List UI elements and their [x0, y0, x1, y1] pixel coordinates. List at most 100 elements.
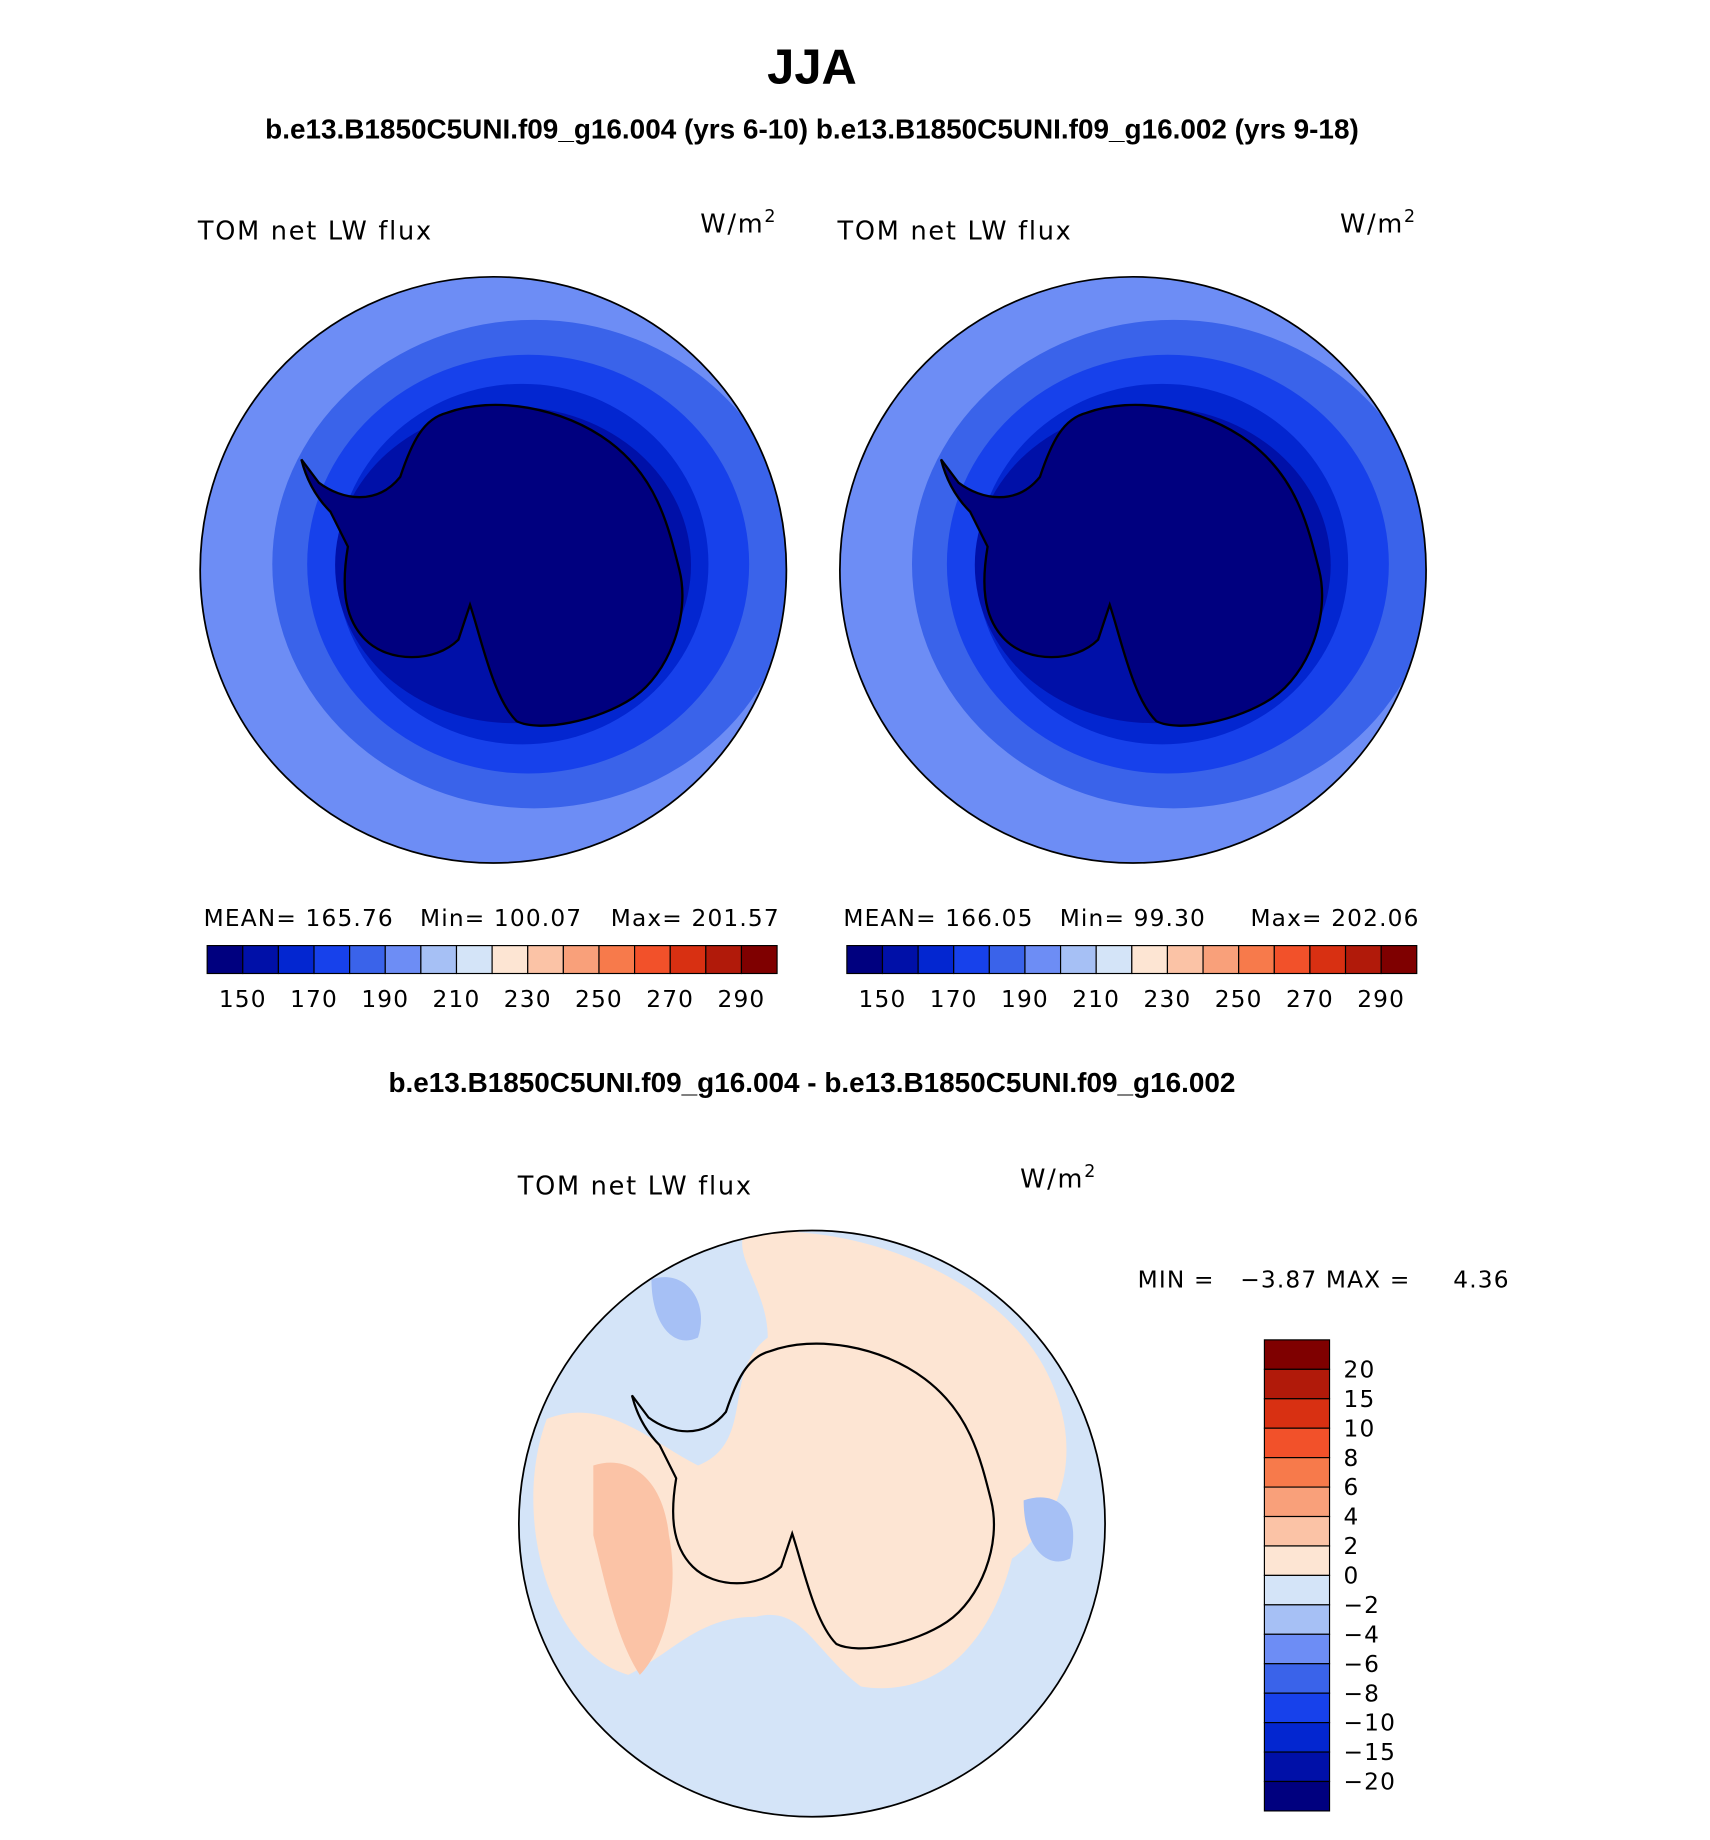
colorbar-label: 4	[1343, 1504, 1359, 1531]
stat: Min= 99.30	[1060, 905, 1206, 932]
colorbar-box	[953, 945, 990, 975]
colorbar-box	[1059, 945, 1097, 975]
units-text: W/m	[700, 210, 764, 240]
colorbar-label: 2	[1343, 1533, 1359, 1560]
colorbar-box	[1263, 1780, 1331, 1812]
colorbar-label: 15	[1343, 1386, 1375, 1413]
colorbar-box	[1380, 945, 1418, 975]
colorbar-label: 170	[930, 986, 978, 1013]
colorbar-box	[1263, 1545, 1331, 1576]
colorbar-label: −20	[1343, 1769, 1396, 1796]
colorbar-box	[598, 945, 636, 975]
colorbar-box	[1263, 1427, 1331, 1459]
colorbar-label: 290	[718, 986, 766, 1013]
units: W/m2	[1020, 1162, 1097, 1194]
colorbar-label: 8	[1343, 1445, 1359, 1472]
stat: MEAN= 166.05	[843, 905, 1033, 932]
colorbar-box	[669, 945, 707, 975]
colorbar-label: 250	[575, 986, 623, 1013]
colorbar-label: 150	[859, 986, 907, 1013]
colorbar-box	[846, 945, 884, 975]
map-border	[199, 275, 788, 864]
colorbar-label: 150	[219, 986, 267, 1013]
colorbar-label: 10	[1343, 1415, 1375, 1442]
units-exponent: 2	[764, 207, 777, 227]
colorbar-label: −2	[1343, 1592, 1380, 1619]
colorbar-label: 230	[504, 986, 552, 1013]
map-border	[839, 275, 1427, 864]
colorbar-box	[705, 945, 743, 975]
colorbar-label: −10	[1343, 1710, 1396, 1737]
stat: Min= 100.07	[420, 905, 582, 932]
colorbar-box	[242, 945, 279, 975]
colorbar-box	[206, 945, 244, 975]
colorbar-box	[917, 945, 955, 975]
colorbar-box	[1263, 1692, 1331, 1724]
colorbar-box	[384, 945, 422, 975]
colorbar-box	[1309, 945, 1347, 975]
stat: Max= 202.06	[1250, 905, 1419, 932]
colorbar-box	[988, 945, 1026, 975]
colorbar-box	[1263, 1722, 1331, 1753]
colorbar-box	[1263, 1604, 1331, 1635]
colorbar-label: −6	[1343, 1651, 1380, 1678]
colorbar-box	[1263, 1574, 1331, 1606]
units-exponent: 2	[1404, 207, 1417, 227]
colorbar-box	[277, 945, 315, 975]
colorbar-label: 20	[1343, 1356, 1375, 1383]
colorbar-box	[881, 945, 919, 975]
colorbar-box	[491, 945, 529, 975]
map	[191, 268, 796, 873]
colorbar-box	[1166, 945, 1204, 975]
colorbar-box	[1263, 1633, 1331, 1665]
colorbar-label: 210	[433, 986, 481, 1013]
colorbar-box	[527, 945, 564, 975]
units: W/m2	[1340, 207, 1417, 239]
colorbar-label: 210	[1072, 986, 1120, 1013]
colorbar-label: −15	[1343, 1739, 1396, 1766]
colorbar-label: 250	[1215, 986, 1263, 1013]
colorbar-box	[1263, 1339, 1331, 1370]
colorbar-box	[1024, 945, 1062, 975]
map	[831, 268, 1436, 873]
colorbar-label: 290	[1357, 986, 1405, 1013]
subtitle: b.e13.B1850C5UNI.f09_g16.004 (yrs 6-10) …	[265, 113, 1359, 144]
colorbar-box	[1263, 1457, 1331, 1488]
colorbar-box	[1238, 945, 1275, 975]
panel-label: TOM net LW flux	[837, 217, 1073, 247]
panel-label: TOM net LW flux	[517, 1171, 753, 1201]
difference-title: b.e13.B1850C5UNI.f09_g16.004 - b.e13.B18…	[388, 1067, 1235, 1098]
colorbar-box	[1263, 1368, 1331, 1400]
colorbar-label: −8	[1343, 1680, 1380, 1707]
colorbar-box	[1131, 945, 1169, 975]
colorbar-box	[634, 945, 671, 975]
colorbar-box	[1095, 945, 1133, 975]
difference-stats: MIN = −3.87 MAX = 4.36	[1138, 1267, 1510, 1294]
colorbar-box	[349, 945, 386, 975]
colorbar-box	[1263, 1663, 1331, 1694]
panel-label: TOM net LW flux	[197, 217, 433, 247]
colorbar-label: 190	[361, 986, 409, 1013]
stat: MEAN= 165.76	[204, 905, 394, 932]
units-text: W/m	[1340, 210, 1404, 240]
colorbar-box	[420, 945, 458, 975]
colorbar-box	[1263, 1486, 1331, 1518]
colorbar-box	[1263, 1751, 1331, 1783]
colorbar-box	[1273, 945, 1311, 975]
colorbar-box	[1263, 1398, 1331, 1429]
colorbar-label: 6	[1343, 1474, 1359, 1501]
colorbar-box	[313, 945, 351, 975]
colorbar-label: 190	[1001, 986, 1049, 1013]
colorbar-label: 270	[1286, 986, 1334, 1013]
stat: Max= 201.57	[611, 905, 780, 932]
colorbar-box	[1263, 1515, 1331, 1547]
units: W/m2	[700, 207, 777, 239]
units-exponent: 2	[1084, 1162, 1097, 1182]
title: JJA	[767, 41, 857, 95]
colorbar-box	[1202, 945, 1240, 975]
units-text: W/m	[1020, 1165, 1084, 1195]
colorbar-label: −4	[1343, 1621, 1380, 1648]
colorbar-label: 230	[1143, 986, 1191, 1013]
colorbar-box	[562, 945, 600, 975]
